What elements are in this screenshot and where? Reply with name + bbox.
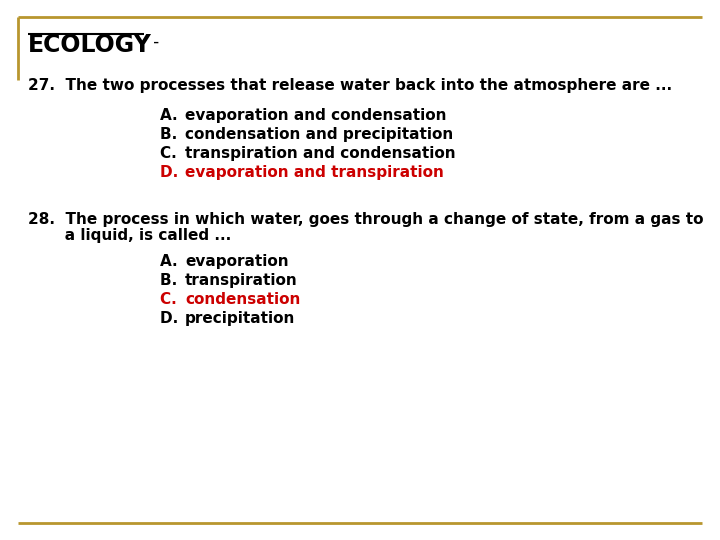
Text: C.: C.: [160, 146, 187, 161]
Text: precipitation: precipitation: [185, 311, 295, 326]
Text: transpiration and condensation: transpiration and condensation: [185, 146, 456, 161]
Text: B.: B.: [160, 273, 188, 288]
Text: B.: B.: [160, 127, 188, 142]
Text: ECOLOGY: ECOLOGY: [28, 33, 152, 57]
Text: 28.  The process in which water, goes through a change of state, from a gas to: 28. The process in which water, goes thr…: [28, 212, 703, 227]
Text: C.: C.: [160, 292, 187, 307]
Text: A.: A.: [160, 108, 188, 123]
Text: 27.  The two processes that release water back into the atmosphere are ...: 27. The two processes that release water…: [28, 78, 672, 93]
Text: transpiration: transpiration: [185, 273, 298, 288]
Text: evaporation and condensation: evaporation and condensation: [185, 108, 446, 123]
Text: -: -: [148, 33, 159, 51]
Text: A.: A.: [160, 254, 188, 269]
Text: evaporation: evaporation: [185, 254, 289, 269]
Text: condensation: condensation: [185, 292, 300, 307]
Text: a liquid, is called ...: a liquid, is called ...: [28, 228, 231, 243]
Text: D.: D.: [160, 311, 189, 326]
Text: evaporation and transpiration: evaporation and transpiration: [185, 165, 444, 180]
Text: D.: D.: [160, 165, 189, 180]
Text: condensation and precipitation: condensation and precipitation: [185, 127, 454, 142]
